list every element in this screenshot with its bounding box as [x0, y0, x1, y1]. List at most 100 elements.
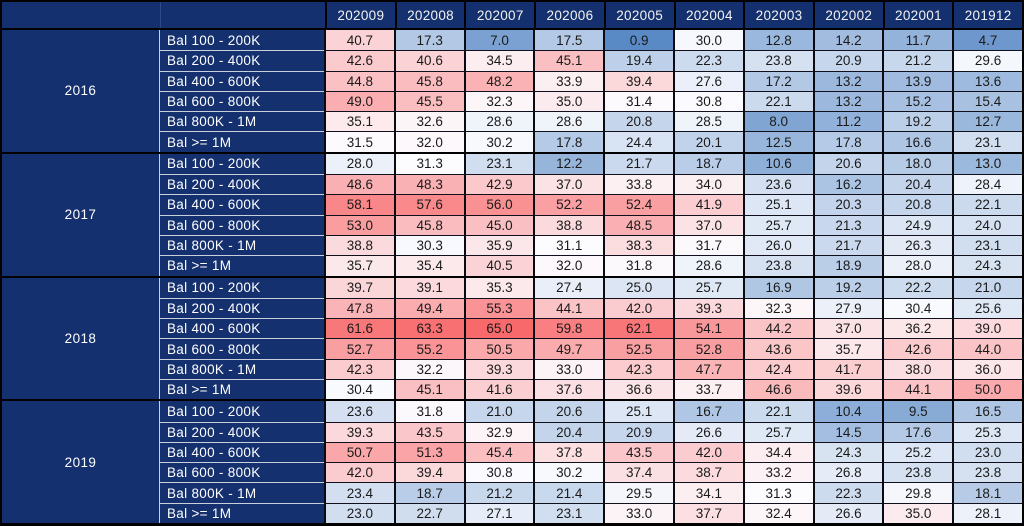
heatmap-cell: 37.0 — [672, 214, 743, 235]
heatmap-cell: 33.7 — [672, 378, 743, 400]
heatmap-cell: 50.5 — [463, 338, 534, 359]
heatmap-cell: 48.3 — [393, 174, 464, 195]
balance-row: Bal 100 - 200K 28.0 31.3 23.1 12.2 21.7 18.7 10… — [160, 153, 1022, 175]
heatmap-cell: 22.7 — [393, 502, 464, 524]
heatmap-cell: 34.5 — [463, 50, 534, 71]
heatmap-cell: 12.8 — [742, 30, 813, 51]
year-label: 2019 — [2, 401, 160, 523]
heatmap-cell: 36.6 — [603, 378, 673, 400]
year-label: 2017 — [2, 153, 160, 276]
heatmap-cell: 50.0 — [952, 378, 1022, 400]
group-rows: Bal 100 - 200K 39.7 39.1 35.3 27.4 25.0 25.7 16… — [160, 277, 1022, 400]
header-row: 202009 202008 202007 202006 202005 202004 2020… — [2, 2, 1023, 30]
heatmap-cell: 28.1 — [952, 502, 1022, 524]
heatmap-cell: 12.5 — [742, 131, 813, 152]
heatmap-cell: 26.3 — [882, 234, 953, 256]
heatmap-cell: 49.0 — [324, 90, 394, 112]
heatmap-cell: 17.8 — [533, 131, 604, 152]
heatmap-cell: 40.5 — [463, 255, 534, 276]
heatmap-cell: 52.4 — [603, 194, 673, 215]
heatmap-cell: 11.7 — [882, 30, 953, 51]
heatmap-cell: 14.2 — [812, 30, 883, 51]
balance-row: Bal 800K - 1M 35.1 32.6 28.6 28.6 20.8 28.5 8.0… — [160, 111, 1022, 132]
heatmap-cell: 8.0 — [742, 111, 813, 132]
heatmap-cell: 21.2 — [463, 482, 534, 503]
heatmap-cell: 9.5 — [882, 401, 953, 422]
heatmap-cell: 35.7 — [324, 255, 394, 276]
row-label: Bal >= 1M — [160, 255, 324, 276]
year-group: 2017 Bal 100 - 200K 28.0 31.3 23.1 12.2 21.7 18… — [2, 151, 1022, 276]
heatmap-cell: 52.5 — [603, 338, 673, 359]
heatmap-cell: 42.9 — [463, 174, 534, 195]
heatmap-cell: 20.6 — [533, 401, 604, 422]
heatmap-cell: 20.1 — [672, 131, 743, 152]
row-label: Bal 400 - 600K — [160, 318, 324, 339]
heatmap-cell: 32.0 — [533, 255, 604, 276]
heatmap-cell: 0.9 — [603, 30, 673, 51]
heatmap-cell: 58.1 — [324, 194, 394, 215]
heatmap-cell: 44.8 — [324, 70, 394, 91]
heatmap-cell: 37.6 — [533, 378, 604, 400]
heatmap-cell: 23.0 — [952, 441, 1022, 463]
row-label: Bal 600 - 800K — [160, 462, 324, 483]
heatmap-cell: 38.0 — [882, 358, 953, 379]
row-label: Bal 200 - 400K — [160, 421, 324, 442]
heatmap-cell: 23.8 — [742, 50, 813, 71]
heatmap-cell: 45.8 — [393, 70, 464, 91]
balance-row: Bal >= 1M 35.7 35.4 40.5 32.0 31.8 28.6 23.8 18.… — [160, 255, 1022, 276]
balance-row: Bal 800K - 1M 23.4 18.7 21.2 21.4 29.5 34.1 31.… — [160, 482, 1022, 503]
heatmap-cell: 23.6 — [742, 174, 813, 195]
heatmap-cell: 35.0 — [882, 502, 953, 524]
heatmap-cell: 29.6 — [952, 50, 1022, 71]
heatmap-cell: 13.6 — [952, 70, 1022, 91]
heatmap-cell: 24.9 — [882, 214, 953, 235]
column-header: 202005 — [603, 2, 674, 28]
heatmap-cell: 32.2 — [393, 358, 464, 379]
heatmap-cell: 27.9 — [812, 297, 883, 319]
row-label: Bal 400 - 600K — [160, 441, 324, 463]
heatmap-cell: 21.7 — [812, 234, 883, 256]
column-header: 202003 — [743, 2, 813, 28]
heatmap-cell: 34.1 — [672, 482, 743, 503]
heatmap-cell: 11.2 — [812, 111, 883, 132]
heatmap-cell: 31.4 — [603, 90, 673, 112]
row-label: Bal 400 - 600K — [160, 194, 324, 215]
year-label: 2018 — [2, 277, 160, 400]
row-label: Bal 100 - 200K — [160, 30, 324, 51]
heatmap-cell: 49.4 — [393, 297, 464, 319]
heatmap-cell: 19.2 — [882, 111, 953, 132]
heatmap-cell: 42.0 — [324, 462, 394, 483]
heatmap-cell: 18.0 — [882, 153, 953, 175]
heatmap-cell: 42.6 — [882, 338, 953, 359]
row-label: Bal 100 - 200K — [160, 153, 324, 175]
heatmap-cell: 27.6 — [672, 70, 743, 91]
heatmap-cell: 30.4 — [882, 297, 953, 319]
heatmap-cell: 27.1 — [463, 502, 534, 524]
heatmap-cell: 13.9 — [882, 70, 953, 91]
balance-row: Bal 100 - 200K 23.6 31.8 21.0 20.6 25.1 16.7 22… — [160, 401, 1022, 422]
group-rows: Bal 100 - 200K 28.0 31.3 23.1 12.2 21.7 18.7 10… — [160, 153, 1022, 276]
heatmap-cell: 23.6 — [324, 401, 394, 422]
heatmap-cell: 41.7 — [812, 358, 883, 379]
heatmap-cell: 40.7 — [324, 30, 394, 51]
balance-row: Bal >= 1M 23.0 22.7 27.1 23.1 33.0 37.7 32.4 26.… — [160, 502, 1022, 524]
heatmap-cell: 32.9 — [463, 421, 534, 442]
heatmap-cell: 44.1 — [533, 297, 604, 319]
heatmap-cell: 20.9 — [603, 421, 673, 442]
heatmap-cell: 39.7 — [324, 277, 394, 298]
heatmap-cell: 25.2 — [882, 441, 953, 463]
heatmap-cell: 25.1 — [603, 401, 673, 422]
row-label: Bal 200 - 400K — [160, 174, 324, 195]
heatmap-cell: 12.7 — [952, 111, 1022, 132]
heatmap-cell: 28.6 — [533, 111, 604, 132]
heatmap-cell: 10.4 — [812, 401, 883, 422]
heatmap-cell: 13.2 — [812, 70, 883, 91]
heatmap-cell: 29.8 — [882, 482, 953, 503]
heatmap-cell: 44.0 — [952, 338, 1022, 359]
balance-row: Bal 800K - 1M 42.3 32.2 39.3 33.0 42.3 47.7 42.… — [160, 358, 1022, 379]
year-group: 2016 Bal 100 - 200K 40.7 17.3 7.0 17.5 0.9 30.0… — [2, 30, 1022, 152]
balance-row: Bal 200 - 400K 48.6 48.3 42.9 37.0 33.8 34.0 23… — [160, 174, 1022, 195]
balance-row: Bal 200 - 400K 47.8 49.4 55.3 44.1 42.0 39.3 32… — [160, 297, 1022, 319]
row-label: Bal 600 - 800K — [160, 214, 324, 235]
group-rows: Bal 100 - 200K 40.7 17.3 7.0 17.5 0.9 30.0 12.8… — [160, 30, 1022, 152]
